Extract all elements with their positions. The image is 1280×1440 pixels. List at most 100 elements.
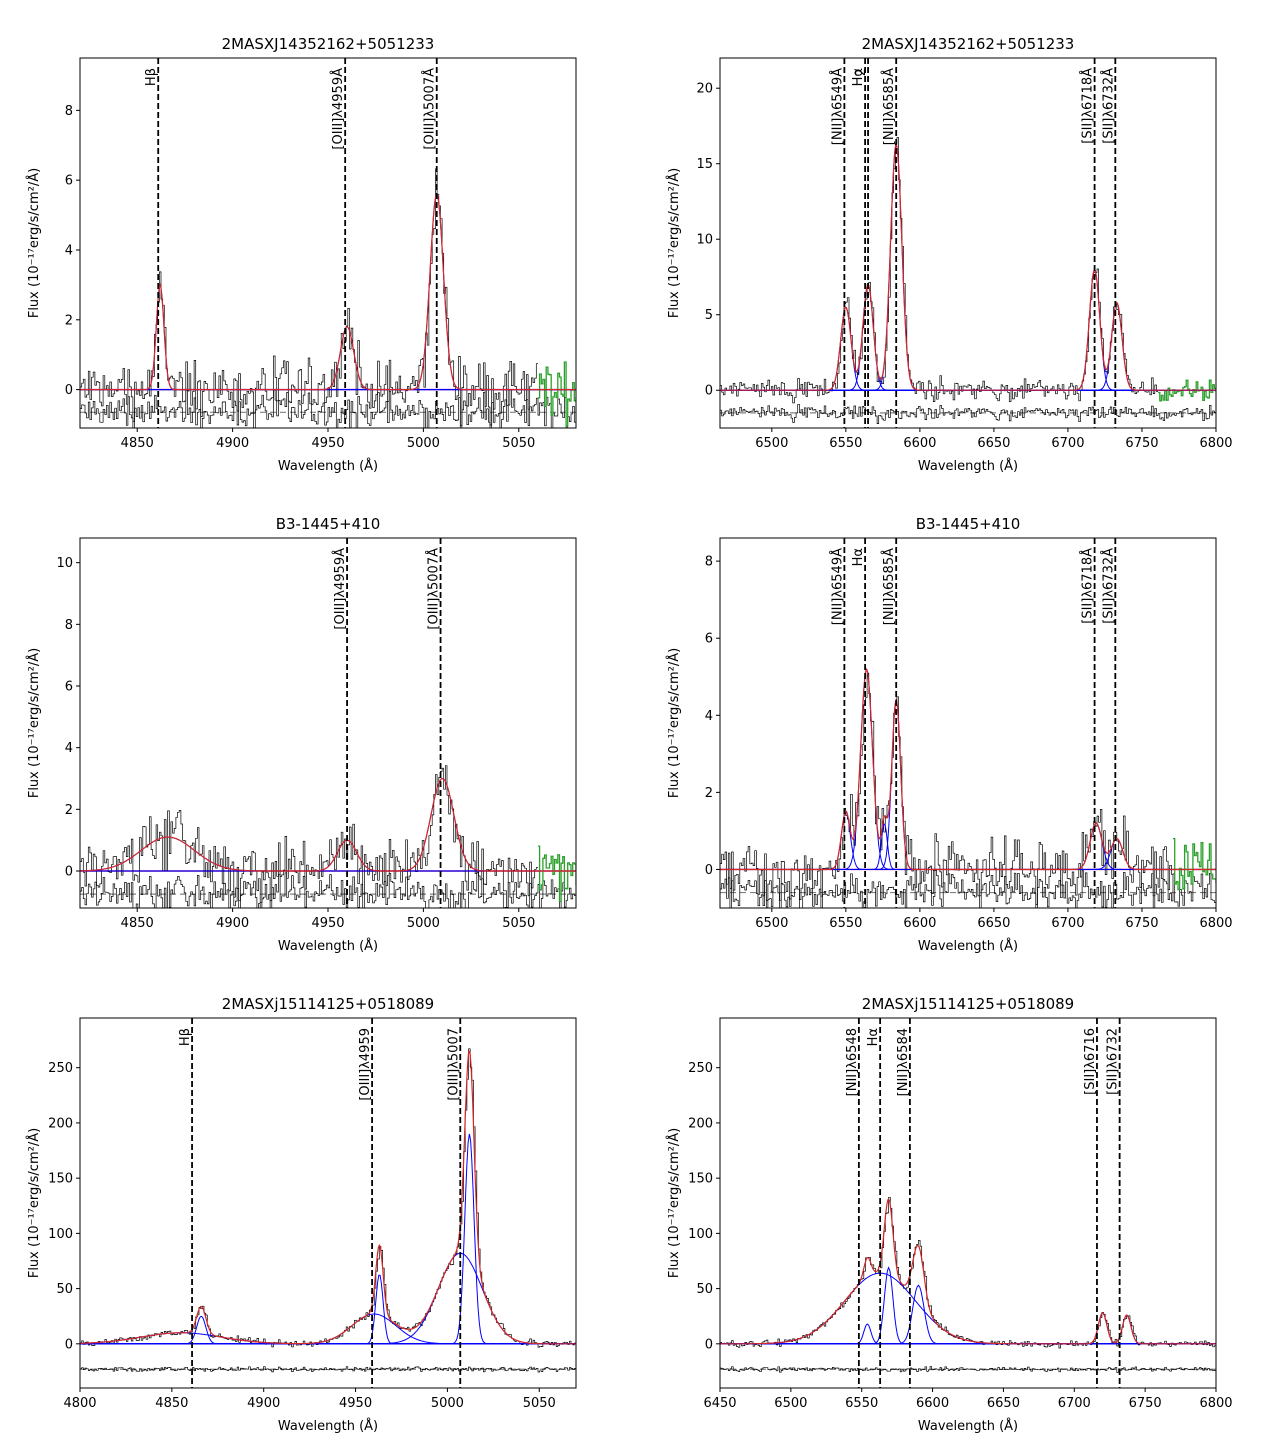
observed-spectrum: [720, 1196, 1216, 1349]
x-tick-label: 6650: [977, 436, 1010, 451]
x-tick-label: 6600: [903, 436, 936, 451]
y-tick-label: 100: [48, 1227, 73, 1242]
x-tick-label: 6600: [903, 916, 936, 931]
y-axis-label: Flux (10⁻¹⁷erg/s/cm²/Å): [666, 168, 682, 318]
emission-line-label: [OIII]λ4959Å: [332, 548, 348, 630]
x-tick-label: 6650: [977, 916, 1010, 931]
x-tick-label: 4850: [121, 436, 154, 451]
total-model-fit: [80, 1050, 576, 1345]
emission-line-label: [SII]λ6716: [1083, 1028, 1098, 1095]
plot-area: [80, 58, 576, 428]
emission-line-label: [SII]λ6718Å: [1080, 68, 1096, 144]
plot-area: [80, 1018, 576, 1388]
y-tick-label: 2: [705, 786, 713, 801]
masked-spectrum: [538, 845, 576, 903]
y-tick-label: 4: [705, 709, 713, 724]
y-tick-label: 150: [688, 1172, 713, 1187]
y-tick-label: 2: [65, 313, 73, 328]
x-tick-label: 6750: [1125, 916, 1158, 931]
x-tick-label: 4850: [121, 916, 154, 931]
y-tick-label: 10: [696, 233, 713, 248]
panel-middle-right: [NII]λ6549Å Hα [NII]λ6585Å [SII]λ6718Å [SII]…: [666, 515, 1233, 954]
emission-line-label: [NII]λ6549Å: [829, 68, 845, 145]
y-tick-label: 4: [65, 243, 73, 258]
y-tick-label: 0: [705, 384, 713, 399]
emission-line-label: [OIII]λ5007: [446, 1028, 461, 1101]
y-tick-label: 20: [696, 82, 713, 97]
residual-spectrum: [80, 389, 576, 428]
residual-spectrum: [80, 872, 576, 908]
emission-line-label: [NII]λ6585Å: [881, 68, 897, 145]
y-tick-label: 8: [705, 555, 713, 570]
x-tick-label: 6700: [1058, 1396, 1091, 1411]
y-tick-label: 6: [705, 632, 713, 647]
residual-spectrum: [720, 870, 1216, 908]
x-tick-label: 4900: [247, 1396, 280, 1411]
plot-area: [720, 58, 1216, 428]
emission-line-label: [NII]λ6585Å: [881, 548, 897, 625]
y-tick-label: 50: [696, 1282, 713, 1297]
y-axis-label: Flux (10⁻¹⁷erg/s/cm²/Å): [666, 648, 682, 798]
x-axis-label: Wavelength (Å): [278, 458, 378, 474]
emission-line-label: Hα: [851, 548, 866, 566]
emission-line-label: [SII]λ6732Å: [1100, 548, 1116, 624]
y-tick-label: 2: [65, 803, 73, 818]
y-tick-label: 8: [65, 618, 73, 633]
x-tick-label: 5050: [502, 436, 535, 451]
emission-line-label: [OIII]λ5007Å: [426, 548, 442, 630]
emission-line-label: Hβ: [178, 1028, 193, 1046]
y-tick-label: 250: [48, 1061, 73, 1076]
emission-line-label: [NII]λ6549Å: [829, 548, 845, 625]
y-tick-label: 4: [65, 741, 73, 756]
y-axis-label: Flux (10⁻¹⁷erg/s/cm²/Å): [666, 1128, 682, 1278]
y-axis-label: Flux (10⁻¹⁷erg/s/cm²/Å): [26, 1128, 42, 1278]
y-tick-label: 6: [65, 174, 73, 189]
emission-line-label: [SII]λ6732Å: [1100, 68, 1116, 144]
x-tick-label: 4950: [311, 436, 344, 451]
emission-line-label: Hα: [851, 68, 866, 86]
x-axis-label: Wavelength (Å): [918, 938, 1018, 954]
emission-line-label: [SII]λ6718Å: [1080, 548, 1096, 624]
plot-area: [720, 538, 1216, 908]
emission-line-label: [NII]λ6548: [845, 1028, 860, 1096]
y-axis-label: Flux (10⁻¹⁷erg/s/cm²/Å): [26, 168, 42, 318]
x-tick-label: 6500: [774, 1396, 807, 1411]
x-tick-label: 6700: [1051, 436, 1084, 451]
y-tick-label: 200: [48, 1116, 73, 1131]
axes-frame: [719, 1017, 1217, 1389]
y-axis-label: Flux (10⁻¹⁷erg/s/cm²/Å): [26, 648, 42, 798]
x-tick-label: 6800: [1199, 436, 1232, 451]
axes-frame: [719, 537, 1217, 909]
y-tick-label: 0: [65, 383, 73, 398]
total-model-fit: [720, 668, 1216, 871]
y-tick-label: 5: [705, 308, 713, 323]
panel-title: 2MASXJ14352162+5051233: [862, 35, 1075, 53]
total-model-fit: [80, 193, 576, 391]
emission-line-label: [NII]λ6584: [896, 1028, 911, 1096]
x-tick-label: 5050: [523, 1396, 556, 1411]
masked-spectrum: [1173, 837, 1216, 891]
y-tick-label: 6: [65, 680, 73, 695]
y-tick-label: 0: [705, 1337, 713, 1352]
total-model-fit: [720, 1197, 1216, 1345]
axes-frame: [719, 57, 1217, 429]
x-tick-label: 6700: [1051, 916, 1084, 931]
panel-bottom-left: Hβ [OIII]λ4959 [OIII]λ5007 4800 4850 4900 4950…: [26, 995, 577, 1434]
x-tick-label: 6800: [1199, 1396, 1232, 1411]
y-tick-label: 150: [48, 1172, 73, 1187]
y-tick-label: 50: [56, 1282, 73, 1297]
x-tick-label: 4950: [339, 1396, 372, 1411]
x-tick-label: 6500: [755, 916, 788, 931]
gaussian-component-5: [80, 1133, 576, 1345]
emission-line-label: [SII]λ6732: [1106, 1028, 1121, 1095]
x-axis-label: Wavelength (Å): [918, 1418, 1018, 1434]
x-tick-label: 6800: [1199, 916, 1232, 931]
x-axis-label: Wavelength (Å): [918, 458, 1018, 474]
emission-line-label: [OIII]λ4959Å: [330, 68, 346, 150]
plot-area: [80, 538, 576, 908]
y-tick-label: 15: [696, 157, 713, 172]
x-axis-label: Wavelength (Å): [278, 1418, 378, 1434]
panel-top-left: Hβ [OIII]λ4959Å [OIII]λ5007Å 4850 4900 4950 50…: [26, 35, 577, 474]
x-tick-label: 4900: [216, 436, 249, 451]
